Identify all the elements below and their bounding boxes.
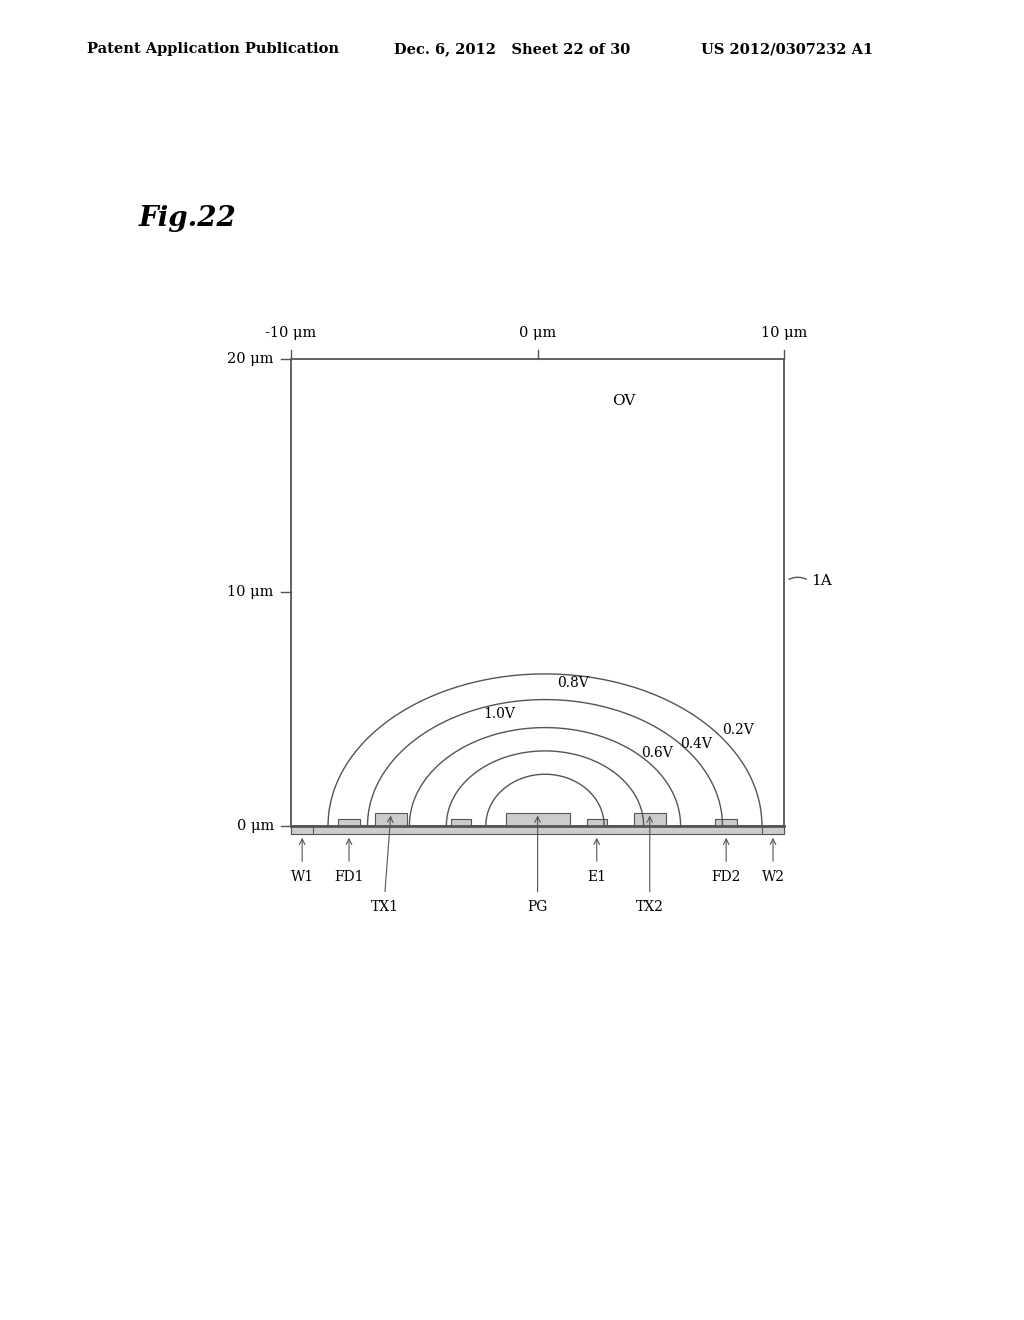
Text: OV: OV	[612, 393, 636, 408]
Text: 20 μm: 20 μm	[227, 352, 273, 366]
Text: 1A: 1A	[811, 574, 831, 587]
Text: TX2: TX2	[636, 900, 664, 915]
Text: TX1: TX1	[371, 900, 398, 915]
Text: 0.4V: 0.4V	[681, 737, 713, 751]
Bar	[506, 813, 569, 825]
Bar	[762, 825, 784, 834]
Text: E1: E1	[588, 870, 606, 884]
Text: 10 μm: 10 μm	[227, 585, 273, 599]
Text: 10 μm: 10 μm	[761, 326, 807, 341]
Bar	[291, 825, 784, 834]
Text: Dec. 6, 2012   Sheet 22 of 30: Dec. 6, 2012 Sheet 22 of 30	[394, 42, 631, 57]
Bar	[375, 813, 407, 825]
Text: Patent Application Publication: Patent Application Publication	[87, 42, 339, 57]
Text: PG: PG	[527, 900, 548, 915]
Text: 0 μm: 0 μm	[237, 818, 273, 833]
Text: 0.6V: 0.6V	[641, 746, 673, 760]
Text: W2: W2	[762, 870, 784, 884]
Text: US 2012/0307232 A1: US 2012/0307232 A1	[701, 42, 873, 57]
Text: 0.2V: 0.2V	[723, 723, 755, 737]
Bar	[291, 359, 784, 825]
Text: FD1: FD1	[334, 870, 364, 884]
Text: FD2: FD2	[712, 870, 741, 884]
Bar	[587, 818, 606, 825]
Text: 1.0V: 1.0V	[483, 706, 515, 721]
Text: 0 μm: 0 μm	[519, 326, 556, 341]
Bar	[338, 818, 360, 825]
Text: Fig.22: Fig.22	[138, 205, 236, 231]
Bar	[291, 825, 313, 834]
Bar	[452, 818, 471, 825]
Bar	[634, 813, 666, 825]
Text: W1: W1	[291, 870, 313, 884]
Bar	[715, 818, 737, 825]
Text: 0.8V: 0.8V	[557, 676, 589, 690]
Text: -10 μm: -10 μm	[265, 326, 316, 341]
